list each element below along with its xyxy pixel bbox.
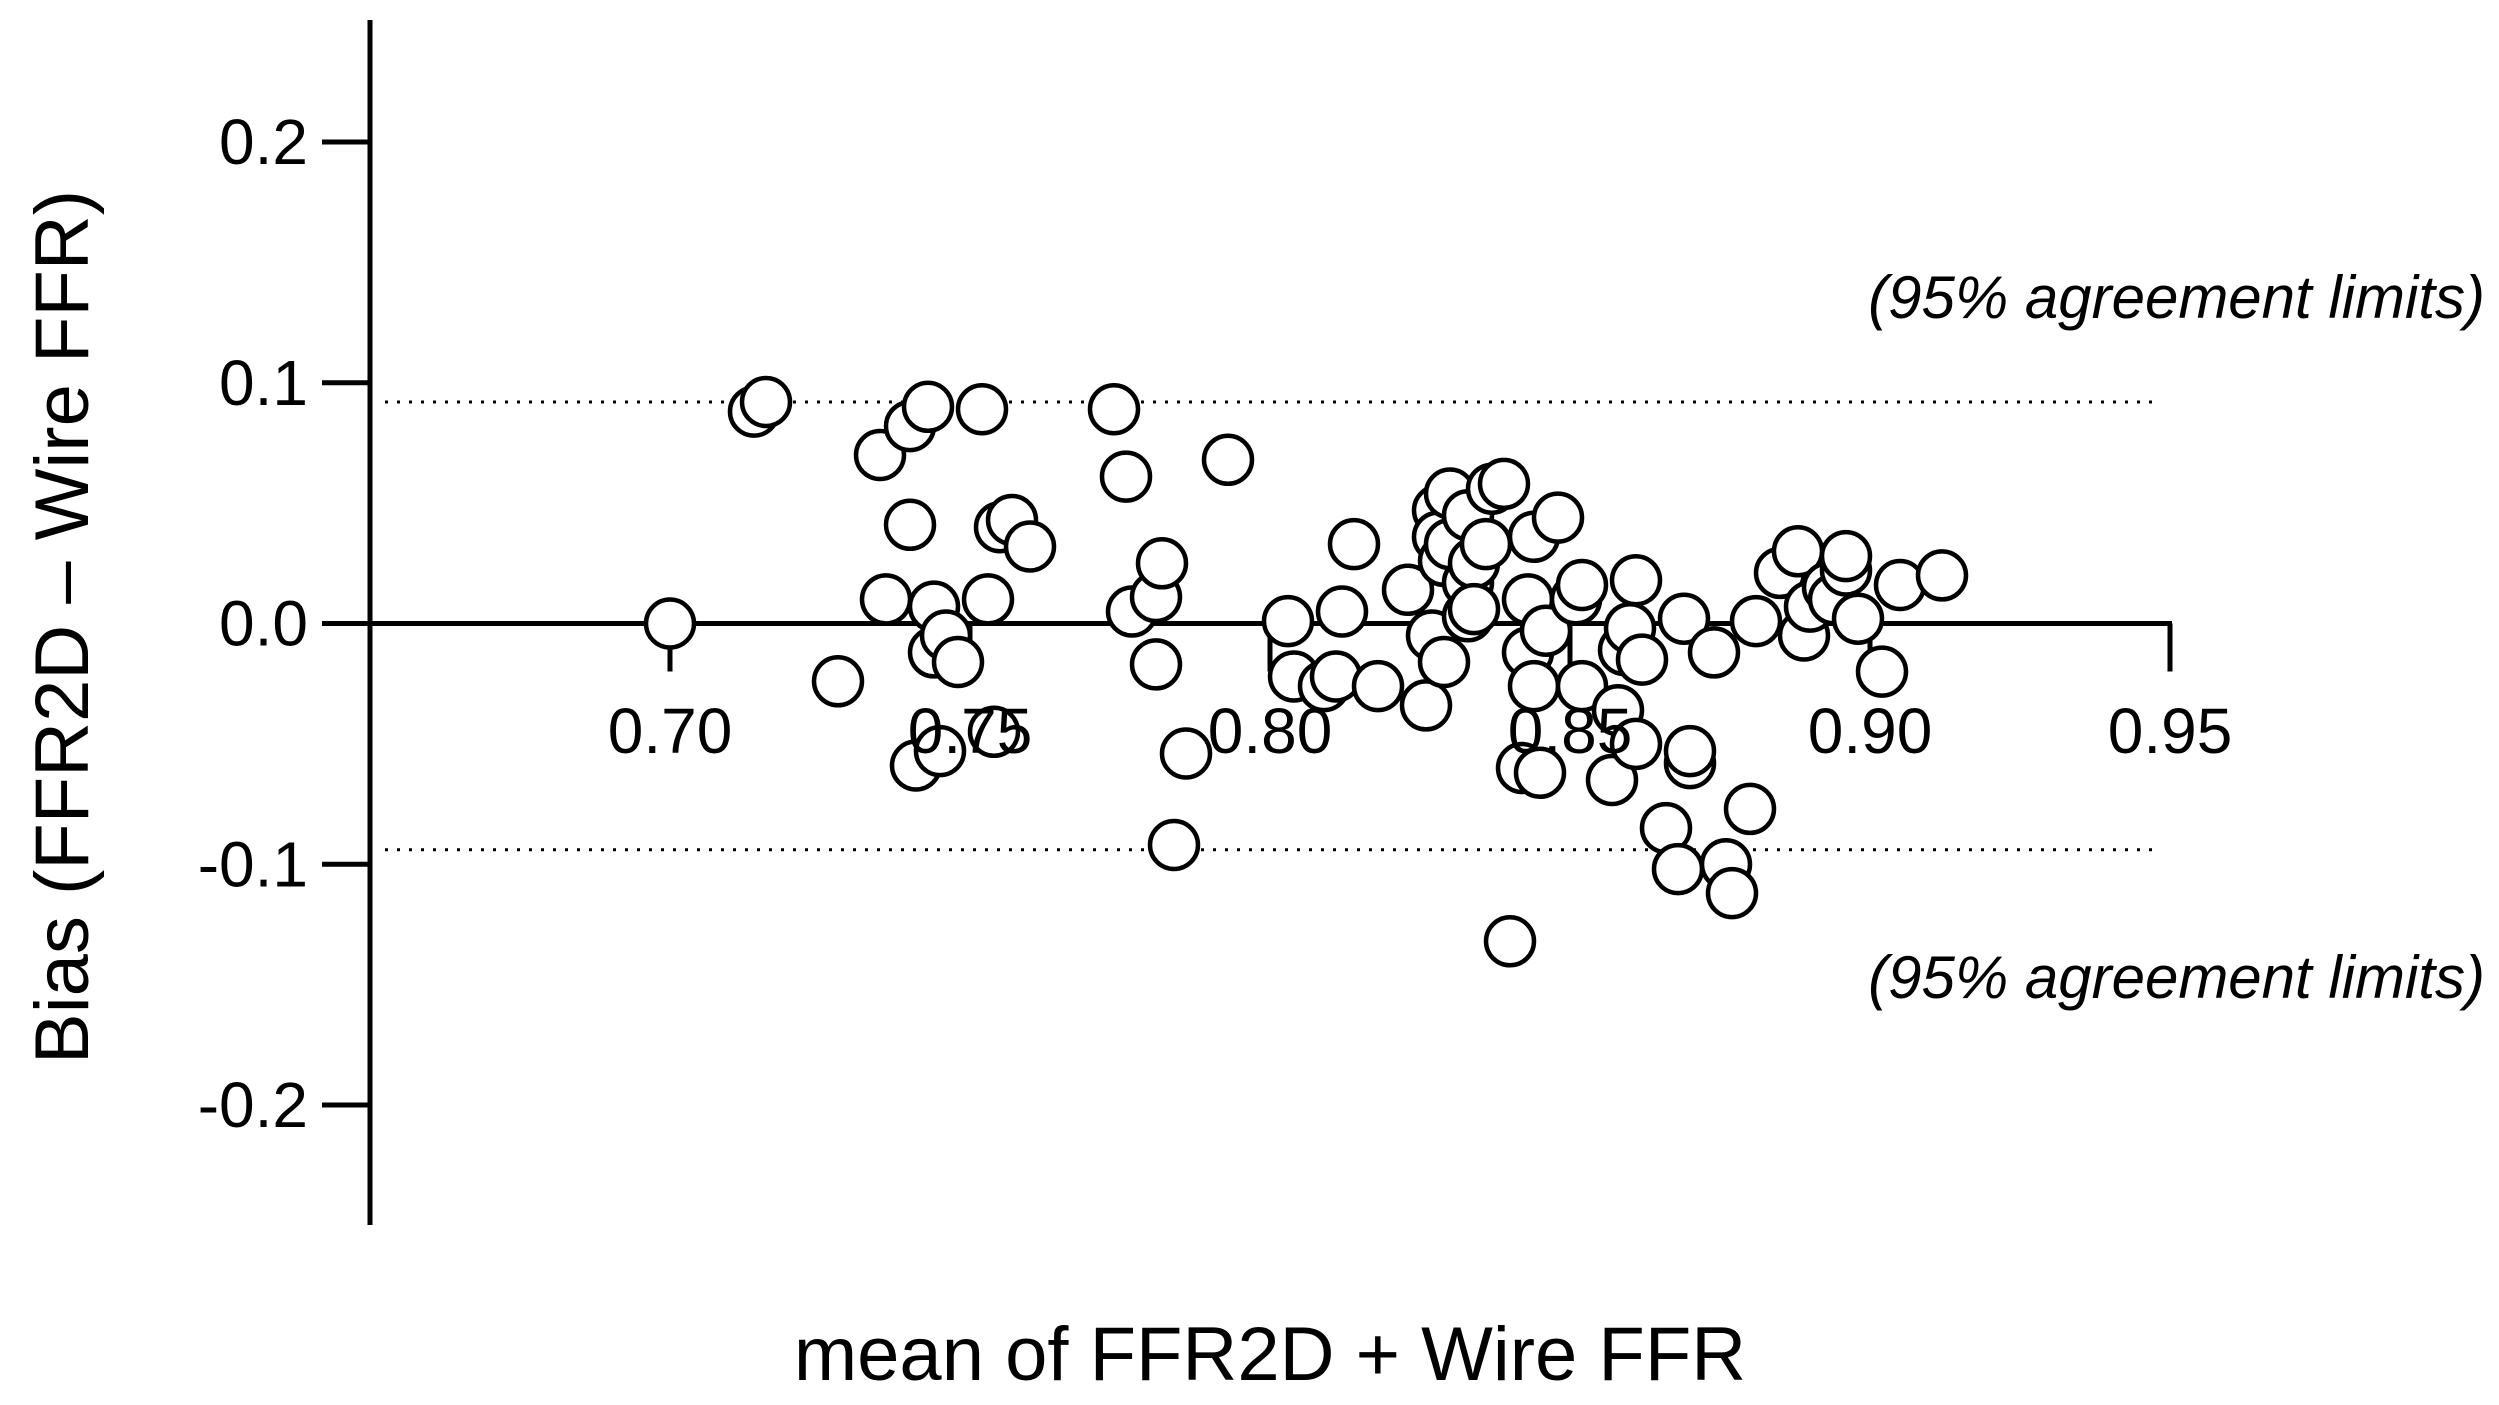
data-point xyxy=(1099,450,1153,503)
data-point xyxy=(1915,549,1969,602)
data-point xyxy=(1855,645,1909,698)
x-tick-label: 0.95 xyxy=(2108,695,2233,767)
lower-limit-annotation: (95% agreement limits) xyxy=(1868,944,2485,1011)
data-point xyxy=(883,498,937,552)
x-tick-label: 0.70 xyxy=(608,695,733,767)
data-point xyxy=(1129,638,1183,691)
data-point xyxy=(1315,585,1369,638)
data-point xyxy=(1201,433,1255,487)
x-tick-label: 0.85 xyxy=(1508,695,1633,767)
data-point xyxy=(859,573,913,626)
data-point xyxy=(811,655,865,708)
data-point xyxy=(1705,866,1759,920)
data-point xyxy=(901,380,955,434)
data-points xyxy=(643,375,1969,968)
data-point xyxy=(1003,520,1057,573)
x-tick-label: 0.90 xyxy=(1808,695,1933,767)
data-point xyxy=(1831,592,1885,645)
y-axis-title: Bias (FFR2D – Wire FFR) xyxy=(20,190,105,1064)
x-axis-title: mean of FFR2D + Wire FFR xyxy=(794,1312,1746,1397)
data-point xyxy=(967,705,1021,759)
upper-limit-annotation: (95% agreement limits) xyxy=(1868,264,2485,331)
data-point xyxy=(1135,537,1189,590)
data-point xyxy=(1531,491,1585,544)
y-tick-label: 0.1 xyxy=(219,347,308,419)
data-point xyxy=(1615,633,1669,686)
data-point xyxy=(1261,594,1315,648)
data-point xyxy=(931,635,985,689)
data-point xyxy=(1447,582,1501,636)
data-point xyxy=(1477,457,1531,511)
data-point xyxy=(1483,915,1537,968)
data-point xyxy=(1723,782,1777,836)
data-point xyxy=(1513,746,1567,800)
data-point xyxy=(1657,592,1711,645)
data-point xyxy=(1159,727,1213,780)
y-tick-label: 0.2 xyxy=(219,106,308,178)
axes xyxy=(322,20,2173,1225)
data-point xyxy=(1459,517,1513,571)
y-tick-label: -0.2 xyxy=(198,1069,308,1141)
data-point xyxy=(1087,382,1141,436)
data-point xyxy=(961,573,1015,626)
labels: 0.2 0.1 0.0 -0.1 -0.2 0.70 0.75 0.80 0.85 0.90 0.9… xyxy=(20,106,2485,1397)
data-point xyxy=(1663,724,1717,778)
data-point xyxy=(643,597,697,650)
data-point xyxy=(913,724,967,778)
y-tick-label: -0.1 xyxy=(198,828,308,900)
x-tick-label: 0.80 xyxy=(1208,695,1333,767)
data-point xyxy=(1729,594,1783,648)
data-point xyxy=(1351,659,1405,713)
data-point xyxy=(1147,818,1201,872)
data-point xyxy=(955,382,1009,436)
y-tick-label: 0.0 xyxy=(219,588,308,660)
data-point xyxy=(739,375,793,429)
data-point xyxy=(1609,553,1663,607)
data-point xyxy=(1327,517,1381,571)
data-point xyxy=(1819,529,1873,583)
data-point xyxy=(1399,679,1453,732)
data-point xyxy=(1381,563,1435,617)
data-point xyxy=(1687,626,1741,679)
data-point xyxy=(1417,635,1471,689)
x-tick-label: 0.75 xyxy=(908,695,1033,767)
data-point xyxy=(1609,717,1663,771)
data-point xyxy=(1555,558,1609,612)
data-point xyxy=(1555,659,1609,713)
data-point xyxy=(1519,604,1573,657)
data-point xyxy=(1651,842,1705,896)
data-point xyxy=(1585,753,1639,807)
